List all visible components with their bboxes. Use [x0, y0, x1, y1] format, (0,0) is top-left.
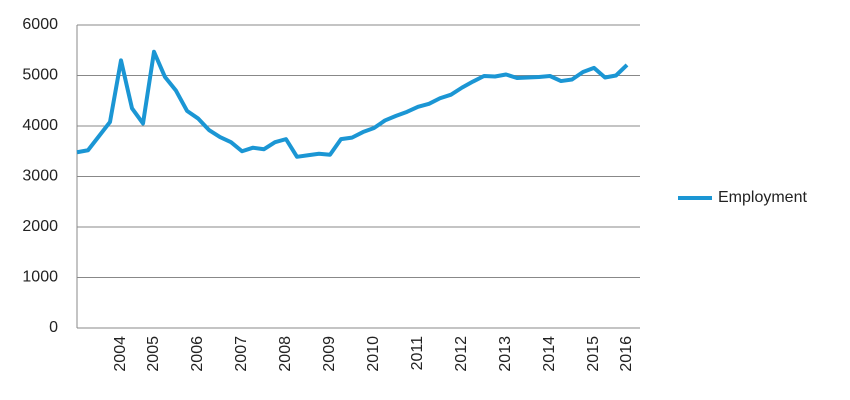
y-tick-label: 3000 [22, 168, 58, 185]
y-tick-label: 1000 [22, 269, 58, 286]
x-tick-label: 2007 [233, 336, 250, 372]
x-tick-label: 2012 [453, 336, 470, 372]
x-tick-label: 2010 [365, 336, 382, 372]
x-tick-label: 2016 [618, 336, 635, 372]
legend-label: Employment [718, 189, 807, 206]
x-tick-label: 2009 [321, 336, 338, 372]
x-tick-label: 2005 [145, 336, 162, 372]
x-tick-label: 2014 [541, 336, 558, 372]
x-tick-label: 2011 [409, 336, 426, 371]
y-tick-label: 6000 [22, 16, 58, 33]
y-tick-label: 0 [49, 319, 58, 336]
x-tick-label: 2013 [497, 336, 514, 372]
x-tick-label: 2006 [189, 336, 206, 372]
x-tick-label: 2008 [277, 336, 294, 372]
y-tick-label: 5000 [22, 67, 58, 84]
x-tick-label: 2004 [112, 336, 129, 372]
y-tick-label: 2000 [22, 218, 58, 235]
y-tick-label: 4000 [22, 117, 58, 134]
series-line [76, 49, 629, 159]
x-tick-label: 2015 [585, 336, 602, 372]
